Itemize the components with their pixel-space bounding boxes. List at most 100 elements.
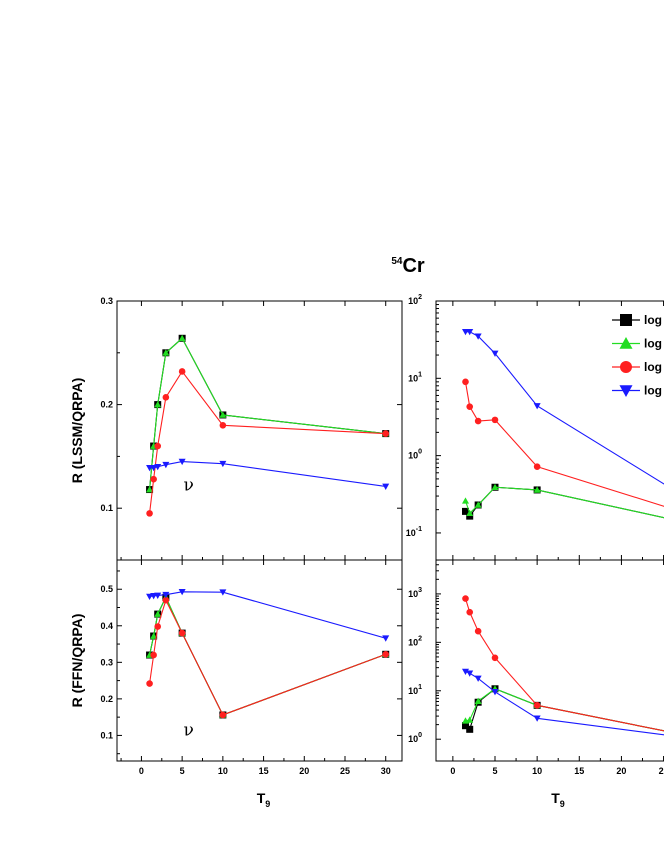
legend: log log log log bbox=[612, 313, 662, 398]
data-point-red bbox=[154, 623, 162, 630]
x-tick-label: 25 bbox=[659, 766, 664, 776]
x-tick-label: 30 bbox=[381, 766, 391, 776]
series-group bbox=[146, 334, 390, 517]
x-tick-label: 15 bbox=[259, 766, 269, 776]
legend-label: log bbox=[644, 360, 662, 374]
data-point-red bbox=[474, 417, 482, 425]
legend-entry-blue: log bbox=[612, 384, 662, 398]
data-point-red bbox=[146, 510, 153, 517]
y-axis-title: R (FFN/QRPA) bbox=[69, 614, 85, 708]
series-line-green bbox=[149, 595, 386, 716]
y-tick-label: 0.3 bbox=[100, 296, 113, 306]
nu-annotation: ν bbox=[183, 720, 193, 740]
nu-annotation: ν bbox=[183, 476, 193, 496]
legend-label: log bbox=[644, 384, 662, 398]
x-axis-title: T9 bbox=[551, 790, 565, 809]
x-tick-label: 20 bbox=[299, 766, 309, 776]
legend-marker bbox=[619, 385, 633, 397]
data-point-red bbox=[491, 416, 499, 424]
data-point-red bbox=[462, 378, 469, 386]
data-point-blue bbox=[533, 403, 541, 410]
x-tick-label: 10 bbox=[532, 766, 542, 776]
data-point-red bbox=[474, 627, 482, 635]
y-tick-label: 100 bbox=[408, 449, 422, 461]
legend-marker bbox=[619, 337, 633, 349]
y-tick-label: 102 bbox=[408, 294, 422, 306]
data-point-red bbox=[146, 680, 153, 687]
data-point-red bbox=[466, 608, 474, 616]
series-line-green bbox=[149, 337, 386, 490]
x-tick-label: 15 bbox=[574, 766, 584, 776]
data-point-red bbox=[150, 475, 157, 483]
legend-marker bbox=[620, 314, 632, 326]
y-tick-label: 0.2 bbox=[100, 694, 113, 704]
panel-bottom-right: 0 5 10 15 20 25 100 101 102 103 T9 bbox=[408, 559, 664, 809]
plot-frame bbox=[435, 559, 664, 762]
legend-label: log bbox=[644, 337, 662, 351]
series-line-black bbox=[465, 486, 664, 519]
data-point-green bbox=[219, 411, 227, 418]
legend-entry-green: log bbox=[612, 337, 662, 351]
data-point-blue bbox=[466, 328, 474, 336]
data-point-green bbox=[154, 401, 162, 408]
y-axis-title: R (LSSM/QRPA) bbox=[69, 378, 85, 484]
data-point-blue bbox=[466, 670, 474, 677]
data-point-green bbox=[474, 697, 482, 704]
data-point-green bbox=[466, 716, 474, 723]
y-tick-label: 0.5 bbox=[100, 584, 113, 594]
y-tick-label: 101 bbox=[408, 371, 422, 383]
data-point-blue bbox=[146, 593, 154, 601]
y-tick-label: 0.3 bbox=[100, 657, 113, 667]
legend-marker bbox=[620, 361, 632, 373]
series-line-green bbox=[465, 688, 664, 732]
series-group bbox=[146, 588, 390, 719]
data-point-blue bbox=[219, 460, 227, 468]
x-tick-label: 5 bbox=[180, 766, 185, 776]
data-point-blue bbox=[533, 715, 541, 722]
data-point-blue bbox=[178, 458, 186, 466]
x-axis bbox=[452, 301, 664, 560]
data-point-red bbox=[533, 463, 541, 470]
data-point-red bbox=[219, 422, 227, 429]
figure-title-text: Cr bbox=[402, 255, 424, 277]
y-tick-label: 0.2 bbox=[100, 400, 113, 410]
data-point-red bbox=[466, 403, 474, 410]
panel-top-right: 10-1 100 101 102 bbox=[406, 294, 664, 561]
data-point-blue bbox=[154, 463, 162, 471]
data-point-green bbox=[162, 349, 170, 356]
x-tick-label: 25 bbox=[340, 766, 350, 776]
data-point-red bbox=[150, 651, 157, 659]
data-point-blue bbox=[474, 675, 482, 682]
series-group bbox=[462, 595, 664, 736]
x-axis-title: T9 bbox=[257, 790, 271, 809]
data-point-red bbox=[219, 711, 227, 719]
y-tick-label: 0.1 bbox=[100, 730, 113, 740]
plot-frame bbox=[116, 559, 403, 762]
data-point-red bbox=[382, 430, 390, 437]
series-line-black bbox=[149, 595, 386, 716]
y-axis: 10-1 100 101 102 bbox=[406, 294, 441, 538]
data-point-blue bbox=[162, 461, 170, 469]
data-point-green bbox=[178, 334, 186, 342]
data-point-blue bbox=[162, 591, 170, 599]
data-point-black bbox=[462, 507, 469, 515]
y-tick-label: 0.1 bbox=[100, 503, 113, 513]
y-tick-label: 0.4 bbox=[100, 621, 113, 631]
legend-entry-black: log bbox=[612, 313, 662, 327]
y-tick-label: 103 bbox=[408, 587, 422, 599]
panel-top-left: 0.1 0.2 0.3 ν R (LSSM/QRPA) bbox=[69, 296, 403, 561]
data-point-blue bbox=[462, 668, 469, 675]
data-point-red bbox=[382, 650, 390, 658]
figure-title: 54Cr bbox=[391, 255, 425, 277]
data-point-blue bbox=[382, 483, 390, 490]
y-axis: 0.1 0.2 0.3 0.4 0.5 bbox=[100, 570, 402, 755]
figure-title-superscript: 54 bbox=[391, 256, 403, 267]
data-point-red bbox=[162, 596, 170, 604]
data-point-blue bbox=[382, 635, 390, 642]
data-point-green bbox=[154, 610, 162, 617]
data-point-red bbox=[533, 702, 541, 709]
legend-label: log bbox=[644, 313, 662, 327]
x-tick-label: 5 bbox=[492, 766, 497, 776]
data-point-green bbox=[466, 509, 474, 517]
